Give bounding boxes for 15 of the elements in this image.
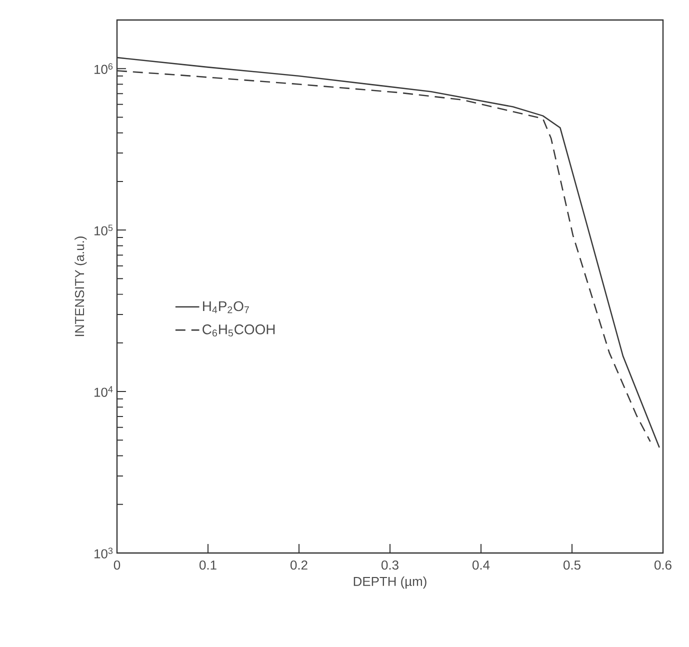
y-tick-label: 10$^{5}$ — [94, 224, 113, 236]
x-tick-label: 0.6 — [654, 560, 672, 570]
x-tick-label: 0.4 — [472, 560, 490, 570]
x-tick-label: 0.2 — [290, 560, 308, 570]
legend-label: H$_{4}$P$_{2}$O$_{7}$ — [203, 301, 249, 314]
y-tick-label: 10$^{4}$ — [94, 386, 113, 397]
y-axis-title: INTENSITY (a.u.) — [74, 236, 87, 336]
x-axis-title: DEPTH (µm) — [354, 576, 426, 589]
y-tick-label: 10$^{6}$ — [94, 63, 113, 74]
x-tick-label: 0.3 — [382, 560, 398, 570]
y-tick-label: 10$^{3}$ — [94, 548, 113, 558]
x-tick-label: 0.5 — [564, 560, 580, 570]
x-tick-label: 0.1 — [200, 560, 216, 570]
x-tick-label: 0 — [114, 560, 120, 570]
legend-label: C$_{6}$H$_{5}$COOH — [202, 324, 275, 336]
